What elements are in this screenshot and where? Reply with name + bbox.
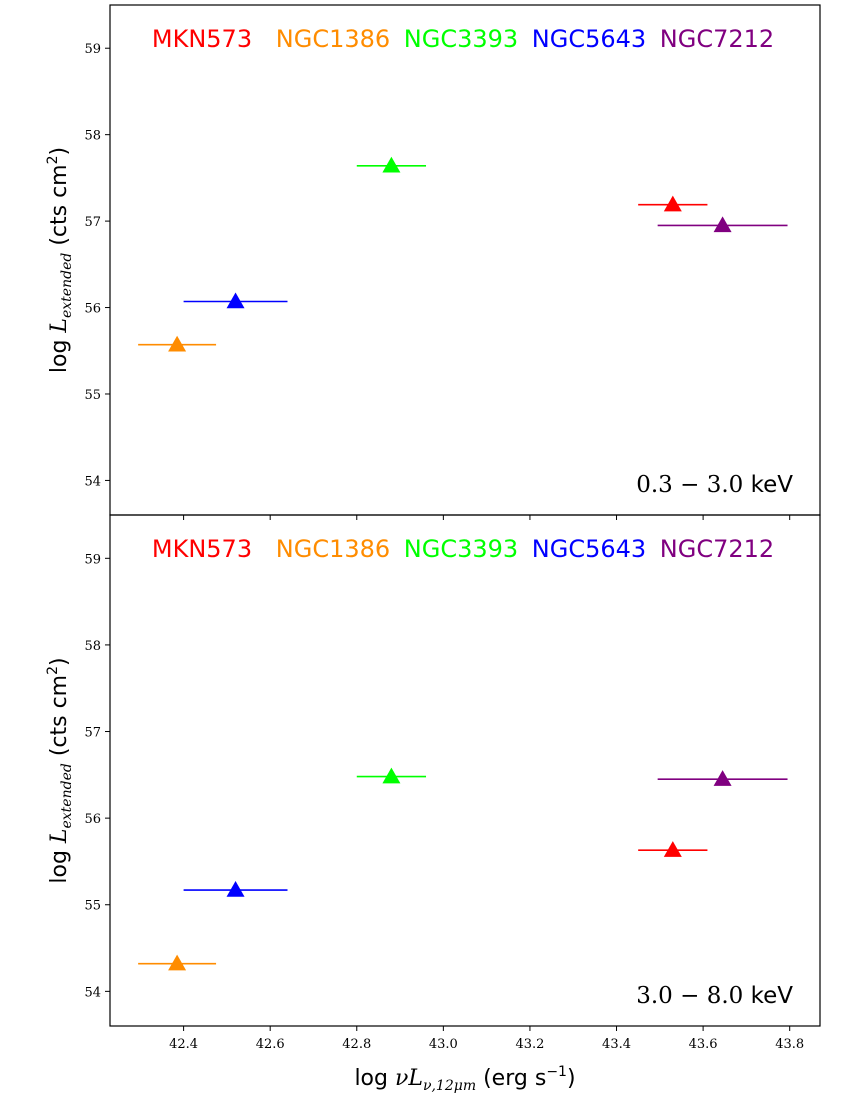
y-tick-label: 55 xyxy=(84,899,101,914)
y-tick-label: 57 xyxy=(84,726,101,741)
y-tick-label: 57 xyxy=(84,215,101,230)
y-tick-label: 55 xyxy=(84,388,101,403)
y-tick-label: 59 xyxy=(84,552,101,567)
legend-label-ngc3393: NGC3393 xyxy=(404,25,518,53)
panel-frame xyxy=(109,514,821,1027)
x-axis-label: log νLν,12μm (erg s−1) xyxy=(354,1064,575,1094)
y-tick-label: 56 xyxy=(84,812,101,827)
x-tick-label: 43.4 xyxy=(602,1037,631,1052)
panel-1: 54 55 56 57 58 59 log Lextended (cts cm2) MKN57… xyxy=(45,4,821,520)
y-tick-label: 54 xyxy=(84,985,101,1000)
legend-label-ngc5643: NGC5643 xyxy=(532,25,646,53)
data-point-mkn573 xyxy=(663,841,682,857)
x-tick-label: 42.6 xyxy=(256,1037,285,1052)
y-tick-label: 56 xyxy=(84,302,101,317)
band-label: 0.3 − 3.0 keV xyxy=(636,472,793,498)
band-label: 3.0 − 8.0 keV xyxy=(636,983,793,1009)
y-axis-label: log Lextended (cts cm2) xyxy=(45,147,75,373)
data-point-ngc5643 xyxy=(226,881,245,897)
x-tick-label: 43.6 xyxy=(689,1037,718,1052)
legend-label-ngc3393: NGC3393 xyxy=(404,535,518,563)
y-tick-label: 58 xyxy=(84,129,101,144)
data-point-ngc1386 xyxy=(168,954,187,971)
legend-label-ngc5643: NGC5643 xyxy=(532,535,646,563)
legend-label-mkn573: MKN573 xyxy=(152,535,252,563)
data-point-ngc1386 xyxy=(168,335,187,352)
legend-label-mkn573: MKN573 xyxy=(152,25,252,53)
data-point-mkn573 xyxy=(663,195,682,212)
y-axis-label: log Lextended (cts cm2) xyxy=(45,657,75,883)
panels-group: 54 55 56 57 58 59 log Lextended (cts cm2) MKN57… xyxy=(45,4,821,1052)
panel-2: 54 55 56 57 58 59 42.4 42.6 42.8 43.0 43.2 43.4 43.6… xyxy=(45,514,821,1052)
data-point-ngc7212 xyxy=(713,770,732,786)
x-tick-label: 42.8 xyxy=(342,1037,371,1052)
x-tick-label: 43.0 xyxy=(429,1037,458,1052)
data-point-ngc7212 xyxy=(713,216,732,233)
legend-label-ngc1386: NGC1386 xyxy=(276,25,390,53)
y-tick-label: 58 xyxy=(84,639,101,654)
x-tick-label: 42.4 xyxy=(169,1037,198,1052)
legend-label-ngc1386: NGC1386 xyxy=(276,535,390,563)
data-point-ngc5643 xyxy=(226,292,245,309)
legend-label-ngc7212: NGC7212 xyxy=(660,25,774,53)
y-tick-label: 59 xyxy=(84,42,101,57)
y-tick-label: 54 xyxy=(84,474,101,489)
x-tick-label: 43.8 xyxy=(775,1037,804,1052)
legend-label-ngc7212: NGC7212 xyxy=(660,535,774,563)
data-point-ngc3393 xyxy=(382,156,401,173)
data-point-ngc3393 xyxy=(382,767,401,784)
x-tick-label: 43.2 xyxy=(515,1037,544,1052)
